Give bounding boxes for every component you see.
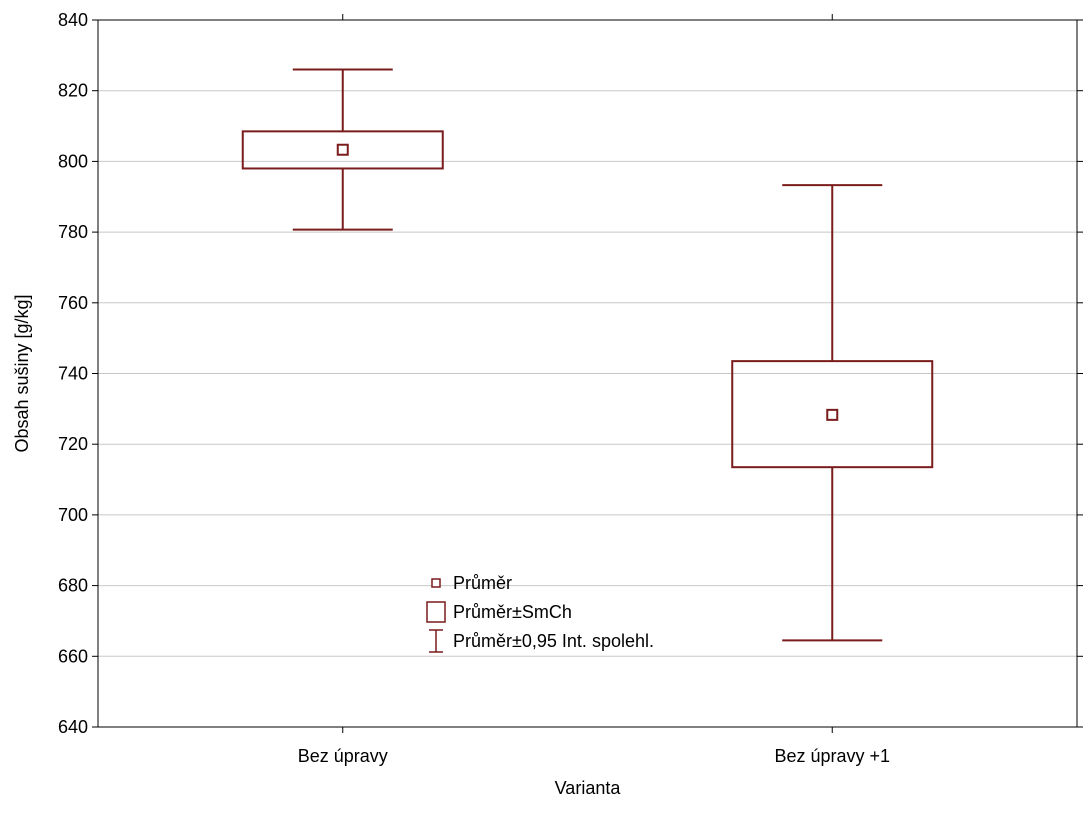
mean-marker: [336, 143, 349, 156]
y-tick-label: 760: [58, 293, 88, 313]
y-tick-label: 840: [58, 10, 88, 30]
y-tick-label: 640: [58, 717, 88, 737]
gridlines: [98, 90, 1077, 657]
y-tick-label: 700: [58, 505, 88, 525]
y-tick-label: 820: [58, 81, 88, 101]
legend-label: Průměr±0,95 Int. spolehl.: [453, 631, 654, 651]
box-marks: [241, 68, 934, 642]
y-tick-label: 740: [58, 364, 88, 384]
se-box: [731, 360, 934, 469]
legend: Průměr Průměr±SmCh Průměr±0,95 Int. spoleh…: [426, 573, 654, 653]
y-axis-ticks: 640 660 680 700 720 740 760 780 800 820 840: [58, 10, 1083, 737]
legend-label: Průměr±SmCh: [453, 602, 572, 622]
y-tick-label: 720: [58, 434, 88, 454]
y-tick-label: 800: [58, 151, 88, 171]
y-tick-label: 780: [58, 222, 88, 242]
legend-symbol-box: [426, 601, 446, 623]
x-tick-label: Bez úpravy +1: [774, 746, 890, 766]
se-box: [241, 130, 444, 170]
x-tick-label: Bez úpravy: [298, 746, 388, 766]
mean-marker: [826, 408, 839, 421]
box-group: [241, 68, 444, 231]
y-axis-label: Obsah sušiny [g/kg]: [12, 294, 32, 452]
y-tick-label: 680: [58, 576, 88, 596]
x-axis-ticks: Bez úpravy Bez úpravy +1: [298, 14, 890, 766]
legend-label: Průměr: [453, 573, 512, 593]
box-group: [731, 184, 934, 642]
y-tick-label: 660: [58, 646, 88, 666]
x-axis-label: Varianta: [555, 778, 622, 798]
legend-symbol-mean: [431, 578, 441, 588]
